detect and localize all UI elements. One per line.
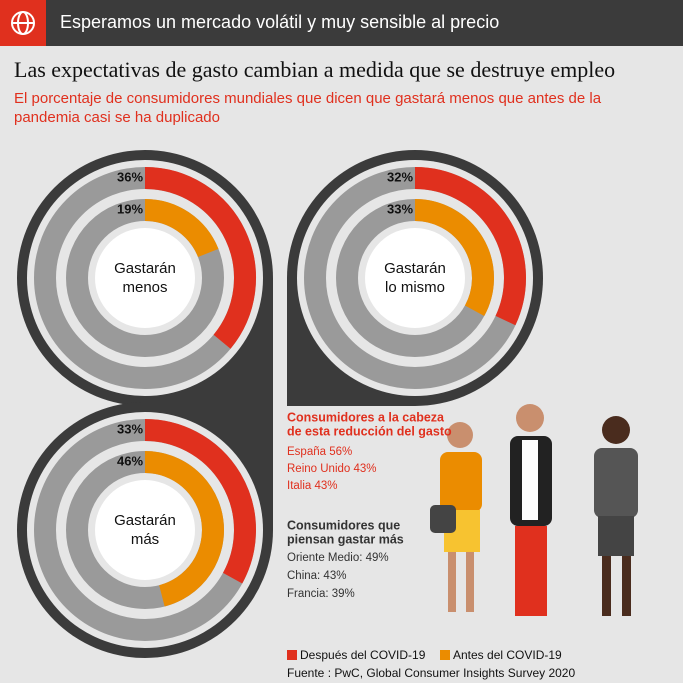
donut-label: más bbox=[131, 531, 159, 548]
subtitle: pandemia casi se ha duplicado bbox=[14, 109, 220, 126]
more-heading: Consumidores que bbox=[287, 518, 400, 532]
ring-arc bbox=[144, 199, 219, 258]
reduction-heading: Consumidores a la cabeza bbox=[287, 410, 445, 424]
reduction-heading: de esta reducción del gasto bbox=[287, 424, 452, 438]
source: Fuente : PwC, Global Consumer Insights S… bbox=[287, 666, 575, 680]
subtitle: El porcentaje de consumidores mundiales … bbox=[14, 90, 602, 107]
title: Las expectativas de gasto cambian a medi… bbox=[14, 57, 615, 82]
legend-swatch bbox=[287, 650, 297, 660]
value-label: 33% bbox=[117, 421, 143, 436]
legend-label: Después del COVID-19 bbox=[300, 648, 426, 662]
reduction-item: Reino Unido 43% bbox=[287, 463, 377, 475]
legend-swatch bbox=[440, 650, 450, 660]
donut-center bbox=[365, 228, 465, 328]
value-label: 32% bbox=[387, 169, 413, 184]
donut-label: Gastarán bbox=[114, 260, 176, 277]
ring-arc bbox=[144, 451, 224, 607]
donut-label: Gastarán bbox=[114, 512, 176, 529]
value-label: 19% bbox=[117, 201, 143, 216]
header-bar bbox=[0, 0, 683, 46]
logo-icon bbox=[11, 11, 35, 35]
reduction-item: España 56% bbox=[287, 446, 352, 458]
donut-center bbox=[95, 480, 195, 580]
donut-label: menos bbox=[122, 279, 167, 296]
header: Esperamos un mercado volátil y muy sensi… bbox=[60, 12, 499, 32]
more-item: China: 43% bbox=[287, 570, 346, 582]
more-item: Francia: 39% bbox=[287, 588, 355, 600]
donut-label: lo mismo bbox=[385, 279, 445, 296]
value-label: 36% bbox=[117, 169, 143, 184]
ring-arc bbox=[414, 167, 526, 326]
ring-arc bbox=[414, 199, 494, 317]
legend-label: Antes del COVID-19 bbox=[453, 648, 562, 662]
people-illustration bbox=[430, 404, 638, 616]
value-label: 46% bbox=[117, 453, 143, 468]
value-label: 33% bbox=[387, 201, 413, 216]
ring-arc bbox=[144, 167, 256, 349]
donut-label: Gastarán bbox=[384, 260, 446, 277]
ring-arc bbox=[144, 419, 256, 584]
more-heading: piensan gastar más bbox=[287, 532, 404, 546]
reduction-item: Italia 43% bbox=[287, 480, 338, 492]
more-item: Oriente Medio: 49% bbox=[287, 552, 389, 564]
donut-center bbox=[95, 228, 195, 328]
